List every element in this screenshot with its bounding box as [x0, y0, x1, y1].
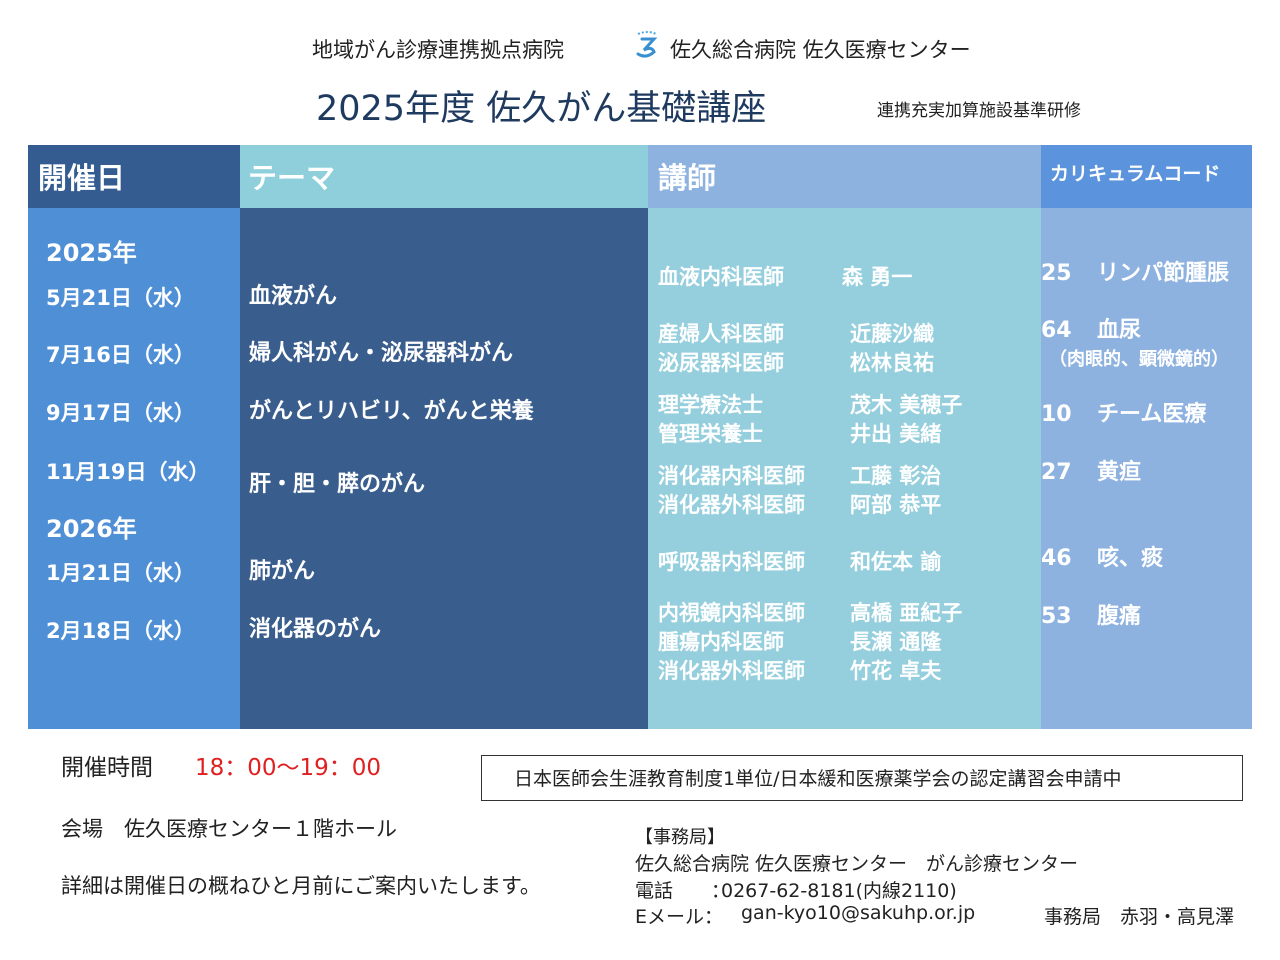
credit-notice-box: 日本医師会生涯教育制度1単位/日本緩和医療薬学会の認定講習会申請中: [481, 755, 1243, 801]
lecturer-role: 内視鏡内科医師: [658, 601, 805, 625]
code-number: 27: [1041, 460, 1072, 485]
detail-notice: 詳細は開催日の概ねひと月前にご案内いたします。: [61, 874, 541, 898]
lecturer-name: 松林良祐: [850, 351, 934, 375]
session-date: 5月21日（水）: [46, 286, 195, 310]
curriculum-code: 25 リンパ節腫脹: [1041, 259, 1229, 288]
lecturer-name: 近藤沙織: [850, 322, 934, 346]
tel-number: 0267-62-8181(内線2110): [721, 880, 957, 902]
curriculum-code: 46 咳、痰: [1041, 544, 1163, 573]
lecturer-row: 消化器外科医師 竹花 卓夫: [658, 657, 962, 686]
lecturer-row: 消化器外科医師 阿部 恭平: [658, 491, 941, 520]
lecturer-name: 茂木 美穂子: [850, 393, 963, 417]
curriculum-code: 27 黄疸: [1041, 458, 1141, 487]
lecturer-role: 消化器外科医師: [658, 493, 805, 517]
session-date: 9月17日（水）: [46, 401, 195, 425]
code-label: 血尿: [1097, 318, 1142, 343]
lecturer-role: 腫瘍内科医師: [658, 630, 784, 654]
lecturer-role: 消化器外科医師: [658, 659, 805, 683]
session-theme: 血液がん: [249, 284, 338, 309]
lecturer-row: 内視鏡内科医師 高橋 亜紀子: [658, 599, 962, 628]
lecturer-name: 井出 美緒: [850, 422, 942, 446]
session-date: 1月21日（水）: [46, 561, 195, 585]
lecturer-name: 高橋 亜紀子: [850, 601, 963, 625]
code-number: 25: [1041, 261, 1072, 286]
hospital-logo-icon: [636, 31, 658, 58]
code-label: 咳、痰: [1097, 546, 1164, 571]
code-number: 53: [1041, 604, 1072, 629]
lecturer-role: 管理栄養士: [658, 422, 763, 446]
lecturer-row: 泌尿器科医師 松林良祐: [658, 349, 934, 378]
office-name: 佐久総合病院 佐久医療センター がん診療センター: [635, 853, 1079, 875]
header-date: 開催日: [28, 145, 240, 208]
code-label: チーム医療: [1097, 402, 1207, 427]
lecturer-row: 理学療法士 茂木 美穂子: [658, 391, 962, 420]
curriculum-code-column: [1041, 145, 1252, 729]
tel-label: 電話 ：: [635, 880, 731, 902]
date-column: [28, 145, 240, 729]
lecturer-role: 産婦人科医師: [658, 322, 784, 346]
lecturer-list: 呼吸器内科医師 和佐本 諭: [658, 548, 941, 577]
lecturer-role: 理学療法士: [658, 393, 763, 417]
lecturer-row: 血液内科医師 森 勇一: [658, 263, 912, 292]
code-label: 腹痛: [1097, 604, 1142, 629]
lecturer-row: 消化器内科医師 工藤 彰治: [658, 462, 941, 491]
curriculum-code: 10 チーム医療: [1041, 400, 1206, 429]
theme-column: [240, 145, 648, 729]
curriculum-code: 53 腹痛: [1041, 602, 1141, 631]
lecturer-role: 消化器内科医師: [658, 464, 805, 488]
code-number: 64: [1041, 318, 1072, 343]
time-label: 開催時間: [61, 755, 153, 781]
lecturer-name: 森 勇一: [842, 265, 913, 289]
code-label: 黄疸: [1097, 460, 1142, 485]
lecturer-list: 消化器内科医師 工藤 彰治 消化器外科医師 阿部 恭平: [658, 462, 941, 520]
session-theme: 消化器のがん: [249, 617, 382, 642]
lecturer-row: 呼吸器内科医師 和佐本 諭: [658, 548, 941, 577]
session-date: 7月16日（水）: [46, 343, 195, 367]
lecturer-name: 和佐本 諭: [850, 550, 942, 574]
venue: 会場 佐久医療センター１階ホール: [61, 817, 397, 841]
lecturer-column: [648, 145, 1041, 729]
lecturer-name: 阿部 恭平: [850, 493, 942, 517]
code-note: （肉眼的、顕微鏡的）: [1049, 349, 1229, 370]
year-label: 2026年: [46, 515, 137, 543]
email-label: Eメール：: [635, 906, 724, 928]
time-value: 18：00～19：00: [195, 755, 382, 781]
code-label: リンパ節腫脹: [1097, 261, 1230, 286]
lecturer-role: 血液内科医師: [658, 265, 784, 289]
header-lecturer: 講師: [648, 145, 1041, 208]
session-date: 11月19日（水）: [46, 460, 210, 484]
session-theme: 肺がん: [249, 559, 316, 584]
office-staff: 事務局 赤羽・高見澤: [1044, 906, 1235, 928]
hospital-name: 佐久総合病院 佐久医療センター: [670, 38, 971, 62]
lecturer-row: 管理栄養士 井出 美緒: [658, 420, 962, 449]
session-theme: がんとリハビリ、がんと栄養: [249, 399, 534, 424]
lecturer-list: 理学療法士 茂木 美穂子 管理栄養士 井出 美緒: [658, 391, 962, 449]
session-date: 2月18日（水）: [46, 619, 195, 643]
email-address[interactable]: gan-kyo10@sakuhp.or.jp: [741, 902, 976, 924]
lecturer-name: 竹花 卓夫: [850, 659, 942, 683]
page-subtitle: 連携充実加算施設基準研修: [877, 101, 1081, 121]
lecturer-role: 呼吸器内科医師: [658, 550, 805, 574]
lecturer-row: 産婦人科医師 近藤沙織: [658, 320, 934, 349]
lecturer-row: 腫瘍内科医師 長瀬 通隆: [658, 628, 962, 657]
network-label: 地域がん診療連携拠点病院: [312, 38, 564, 62]
page-title: 2025年度 佐久がん基礎講座: [316, 89, 767, 129]
lecturer-list: 産婦人科医師 近藤沙織 泌尿器科医師 松林良祐: [658, 320, 934, 378]
office-heading: 【事務局】: [635, 827, 725, 848]
lecturer-name: 長瀬 通隆: [850, 630, 942, 654]
year-label: 2025年: [46, 239, 137, 267]
header-theme: テーマ: [240, 145, 648, 208]
lecturer-name: 工藤 彰治: [850, 464, 942, 488]
code-number: 10: [1041, 402, 1072, 427]
code-number: 46: [1041, 546, 1072, 571]
session-theme: 婦人科がん・泌尿器科がん: [249, 341, 514, 366]
lecturer-list: 内視鏡内科医師 高橋 亜紀子 腫瘍内科医師 長瀬 通隆 消化器外科医師 竹花 卓夫: [658, 599, 962, 686]
lecturer-role: 泌尿器科医師: [658, 351, 784, 375]
header-curriculum-code: カリキュラムコード: [1041, 145, 1252, 208]
lecturer-list: 血液内科医師 森 勇一: [658, 263, 912, 292]
session-theme: 肝・胆・膵のがん: [249, 472, 426, 497]
curriculum-code: 64 血尿 （肉眼的、顕微鏡的）: [1041, 316, 1229, 374]
